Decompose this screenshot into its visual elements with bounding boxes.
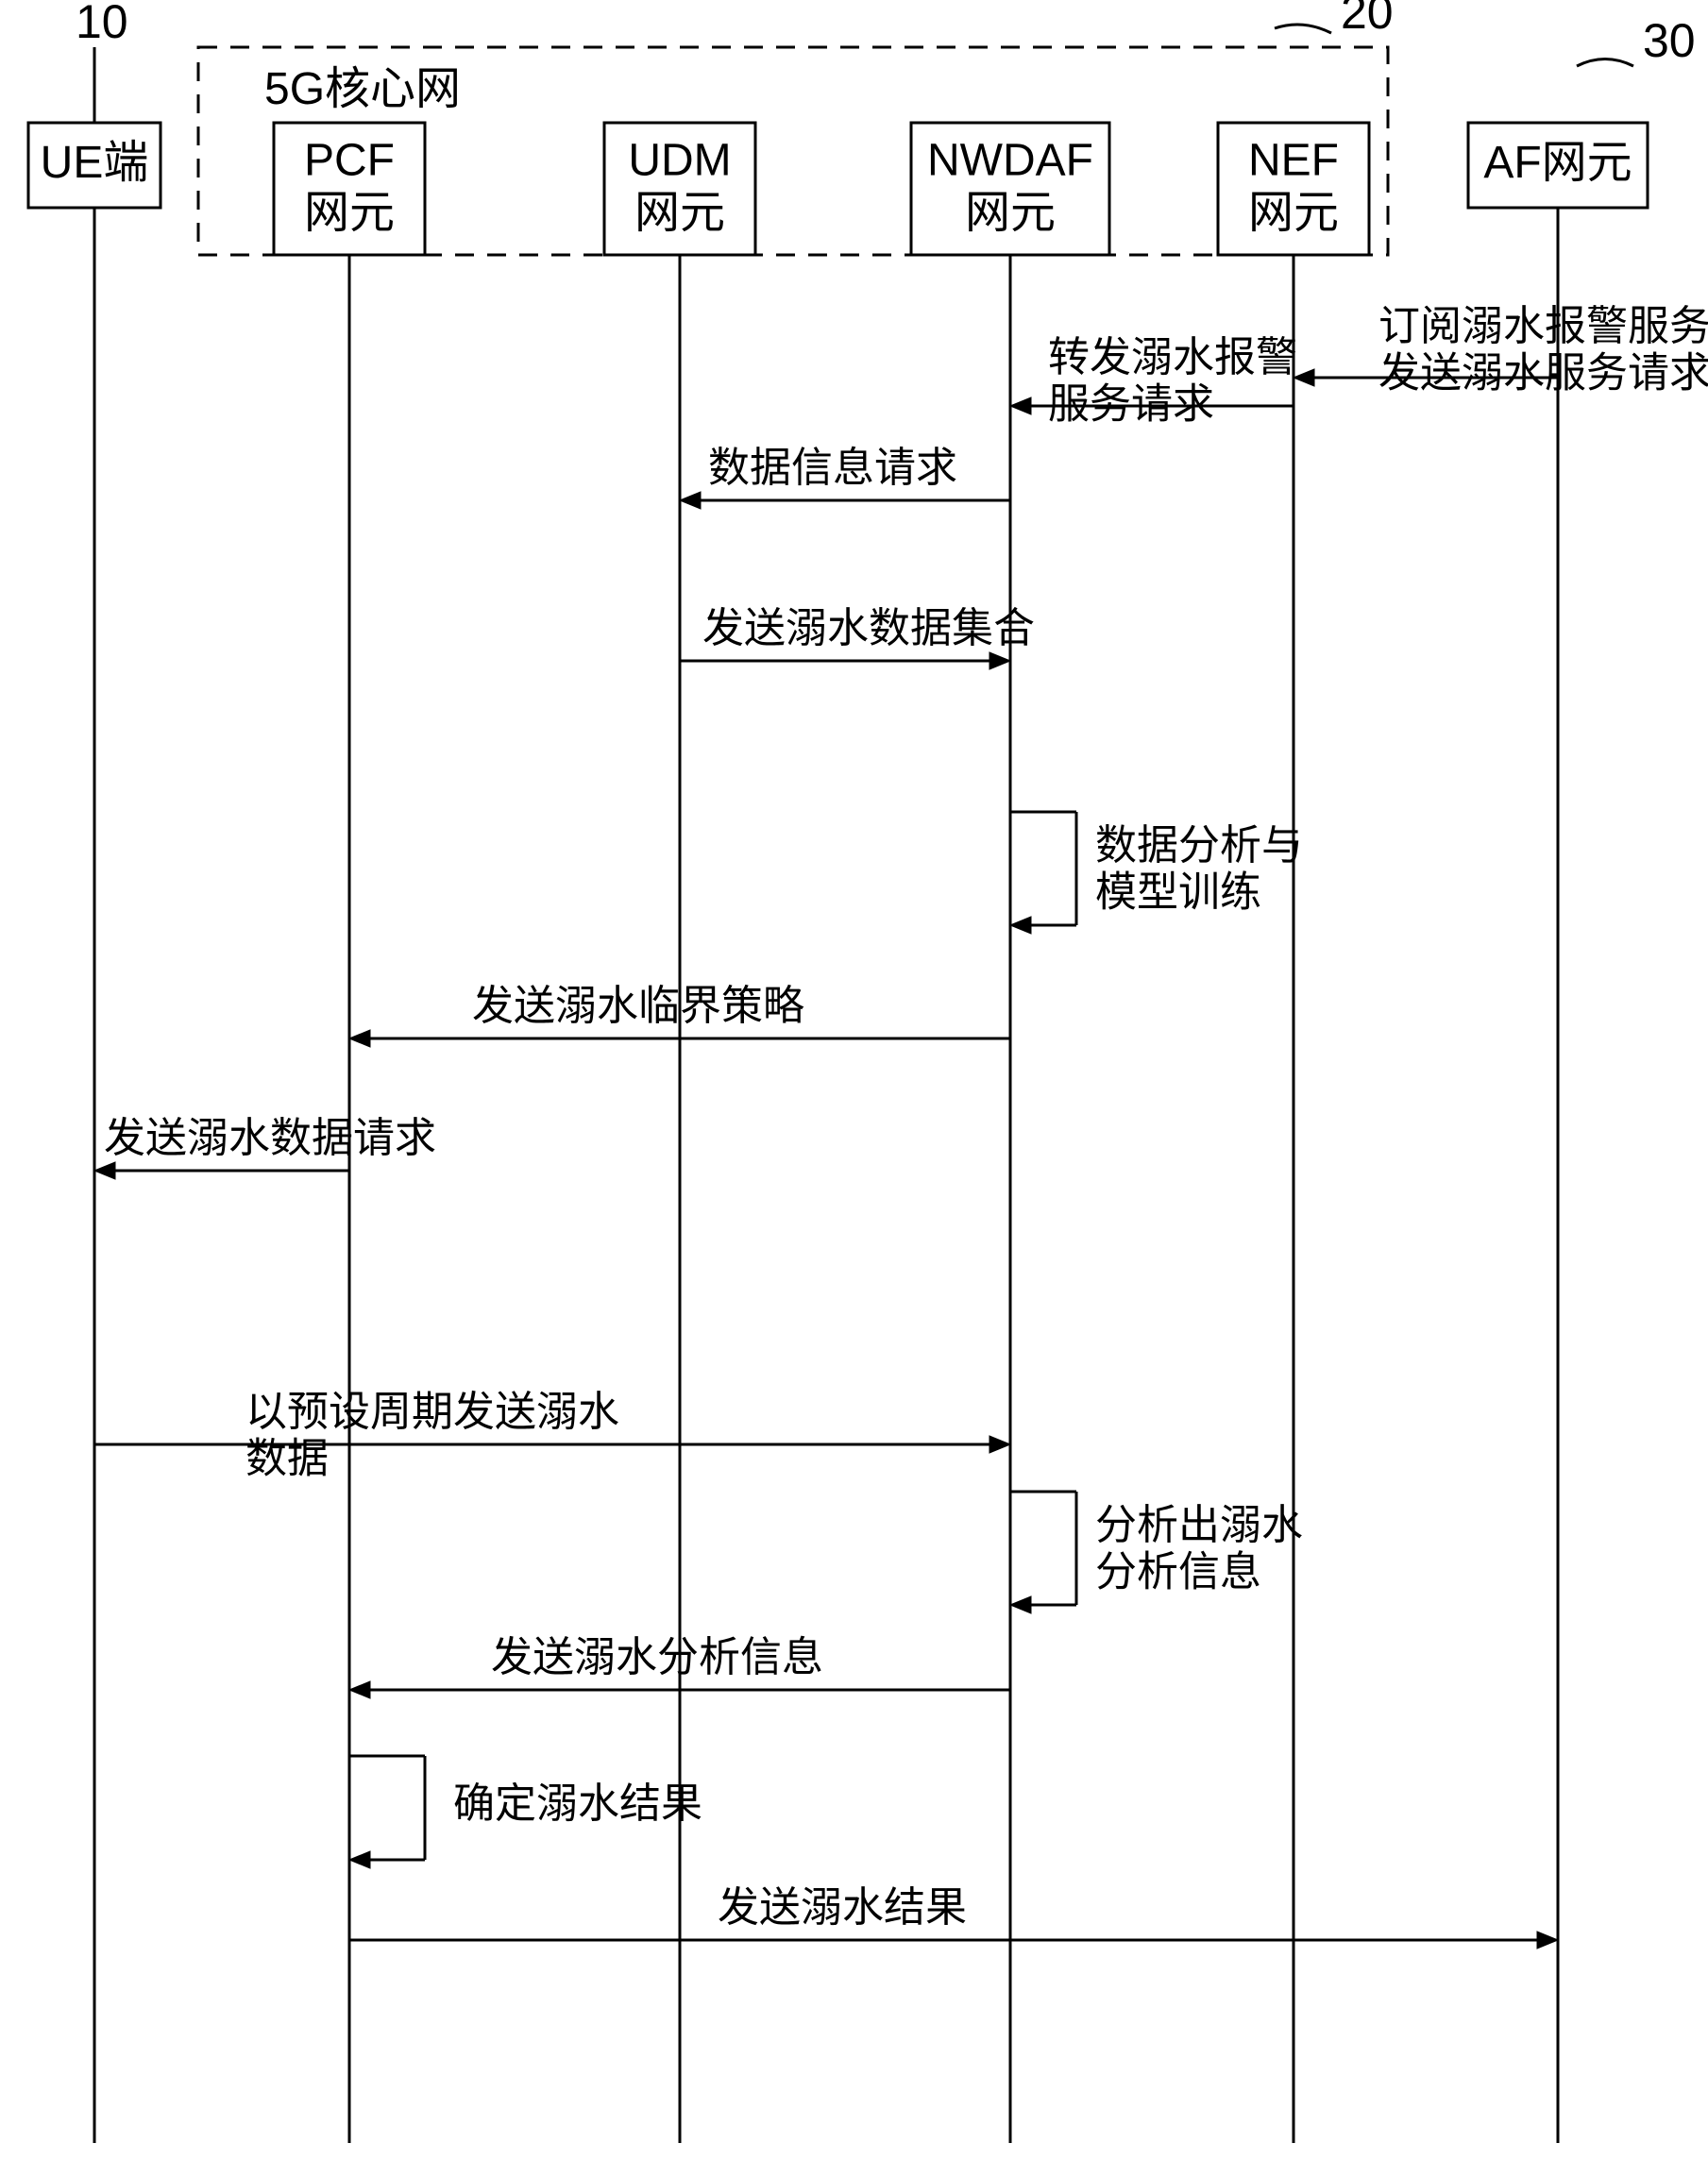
msg-label: 发送溺水数据请求 xyxy=(104,1115,436,1161)
msg-label: 数据 xyxy=(245,1435,329,1481)
sequence-diagram: 5G核心网102030UE端PCF网元UDM网元NWDAF网元NEF网元AF网元… xyxy=(0,0,1708,2160)
msg-label: 数据分析与 xyxy=(1095,822,1303,869)
core-network-label: 5G核心网 xyxy=(264,64,461,114)
actor-label-ue: UE端 xyxy=(41,138,149,188)
actor-label-udm: 网元 xyxy=(634,188,725,238)
msg-label: 服务请求 xyxy=(1048,380,1214,427)
actor-label-nwdaf: 网元 xyxy=(965,188,1056,238)
msg-label: 模型训练 xyxy=(1095,869,1261,915)
ref-id: 20 xyxy=(1341,0,1394,39)
msg-label: 发送溺水结果 xyxy=(718,1884,967,1931)
actor-label-nwdaf: NWDAF xyxy=(927,136,1093,186)
msg-label: 发送溺水临界策略 xyxy=(472,983,804,1029)
msg-label: 数据信息请求 xyxy=(708,445,957,491)
msg-label: 发送溺水服务请求 xyxy=(1378,349,1708,396)
actor-label-nef: 网元 xyxy=(1248,188,1339,238)
ref-id: 30 xyxy=(1643,14,1696,67)
msg-label: 分析出溺水 xyxy=(1095,1502,1303,1548)
msg-label: 转发溺水报警 xyxy=(1048,334,1297,380)
actor-label-pcf: PCF xyxy=(304,136,395,186)
msg-label: 以预设周期发送溺水 xyxy=(245,1389,619,1435)
ref-lead xyxy=(1577,59,1633,67)
actor-label-pcf: 网元 xyxy=(304,188,395,238)
msg-label: 确定溺水结果 xyxy=(453,1780,702,1827)
ref-id: 10 xyxy=(76,0,128,48)
actor-label-udm: UDM xyxy=(628,136,731,186)
msg-label: 发送溺水数据集合 xyxy=(702,605,1035,651)
actor-label-af: AF网元 xyxy=(1483,138,1632,188)
actor-label-nef: NEF xyxy=(1248,136,1339,186)
msg-label: 发送溺水分析信息 xyxy=(491,1634,823,1680)
msg-label: 订阅溺水报警服务以 xyxy=(1378,303,1708,349)
msg-label: 分析信息 xyxy=(1095,1548,1261,1595)
ref-lead xyxy=(1275,25,1331,33)
